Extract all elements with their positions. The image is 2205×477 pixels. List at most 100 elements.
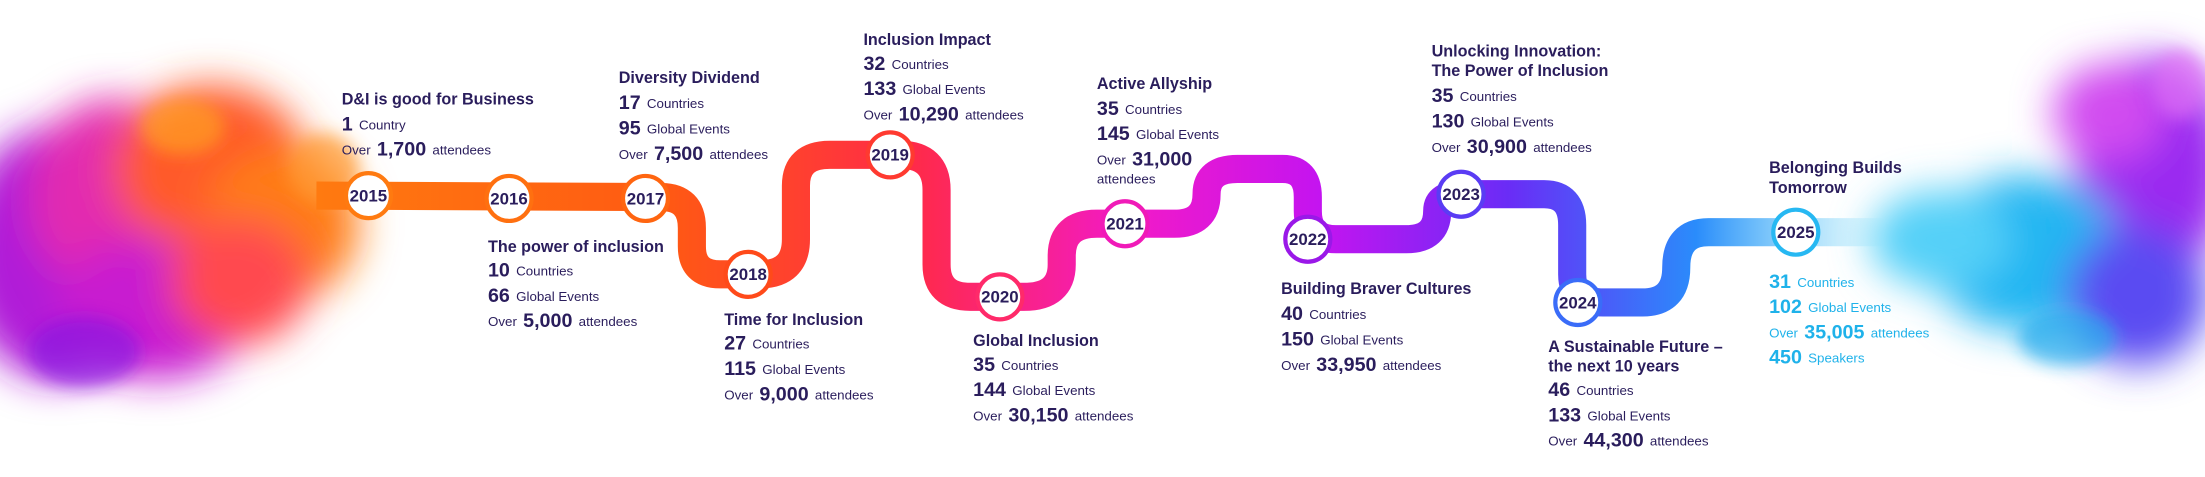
year-label: 2019: [871, 146, 909, 165]
right-smoke-detail: [2017, 49, 2205, 366]
stat-line: Over 5,000 attendees: [488, 308, 638, 333]
stat-line: Over 7,500 attendees: [619, 141, 769, 166]
stat-value: 5,000: [523, 310, 572, 332]
stat-unit: attendees: [1533, 139, 1592, 154]
stat-unit: Global Events: [1808, 300, 1891, 315]
stat-value: 40: [1281, 303, 1303, 325]
milestone-title: Global Inclusion: [973, 332, 1099, 350]
milestone: 2024 A Sustainable Future –the next 10 ye…: [1548, 277, 1723, 453]
left-smoke: [0, 84, 359, 380]
stat-line: 133 Global Events: [863, 76, 985, 101]
stat-value: 10: [488, 260, 510, 282]
stat-value: 30,150: [1008, 405, 1068, 427]
year-marker: [975, 272, 1025, 322]
stat-value: 35: [1432, 85, 1454, 107]
stat-line: 133 Global Events: [1548, 402, 1670, 427]
stat-unit: Countries: [752, 336, 809, 351]
stat-unit: Countries: [892, 56, 949, 71]
stat-value: 66: [488, 285, 510, 307]
milestone-title: A Sustainable Future –: [1548, 338, 1722, 356]
milestone-title: D&I is good for Business: [342, 90, 534, 108]
stat-value: 133: [863, 78, 896, 100]
stat-value: 102: [1769, 296, 1802, 318]
stat-value: 450: [1769, 347, 1802, 369]
stat-unit: attendees: [709, 146, 768, 161]
milestone-title: Building Braver Cultures: [1281, 280, 1471, 298]
stat-line: 144 Global Events: [973, 377, 1095, 402]
stat-value: 44,300: [1583, 430, 1643, 452]
stat-line: 145 Global Events: [1097, 121, 1219, 146]
stat-unit: Global Events: [903, 82, 986, 97]
stat-value: 27: [724, 333, 746, 355]
stat-value: 1: [342, 114, 353, 136]
stat-prefix: Over: [1281, 357, 1310, 372]
stat-line: 450 Speakers: [1769, 345, 1865, 370]
milestone-title: Tomorrow: [1769, 179, 1847, 197]
stat-line: Over 9,000 attendees: [724, 381, 874, 406]
stat-unit: Global Events: [516, 288, 599, 303]
stat-line: 32 Countries: [863, 51, 949, 76]
stat-unit: attendees: [815, 387, 874, 402]
stat-value: 130: [1432, 111, 1465, 133]
stat-value: 7,500: [654, 143, 703, 165]
year-label: 2020: [981, 288, 1019, 307]
stat-unit: Countries: [1125, 101, 1182, 116]
stat-line: 31 Countries: [1769, 269, 1855, 294]
stat-value: 133: [1548, 405, 1581, 427]
milestone: 2023 Unlocking Innovation: The Power of In…: [1432, 42, 1609, 219]
stat-line: Over 44,300 attendees: [1548, 428, 1709, 453]
stat-line: Over 1,700 attendees: [342, 137, 492, 162]
year-label: 2017: [627, 189, 665, 208]
milestone-title: The power of inclusion: [488, 238, 664, 256]
stat-line: Over 10,290 attendees: [863, 101, 1024, 126]
stat-unit: attendees: [432, 142, 491, 157]
stat-unit: Countries: [1001, 357, 1058, 372]
year-marker: [620, 173, 671, 224]
stat-prefix: Over: [488, 314, 517, 329]
stat-line: 35 Countries: [973, 352, 1059, 377]
stat-unit: attendees: [579, 314, 638, 329]
stat-prefix: Over: [973, 408, 1002, 423]
stat-line: 95 Global Events: [619, 115, 731, 140]
year-marker: [1100, 199, 1150, 249]
year-marker: [865, 130, 915, 180]
stat-unit: Speakers: [1808, 350, 1865, 365]
stat-line: 10 Countries: [488, 257, 574, 282]
stat-line: 35 Countries: [1432, 83, 1518, 108]
stat-prefix: Over: [863, 107, 892, 122]
year-label: 2015: [350, 186, 388, 205]
stat-unit: attendees: [1383, 357, 1442, 372]
year-marker: [723, 249, 773, 299]
milestone-title: The Power of Inclusion: [1432, 62, 1609, 80]
stat-unit: attendees: [965, 107, 1024, 122]
stat-line: 102 Global Events: [1769, 294, 1891, 319]
year-marker: [343, 171, 394, 221]
stat-prefix: Over: [342, 142, 371, 157]
year-label: 2018: [729, 265, 767, 284]
year-label: 2025: [1777, 223, 1815, 242]
stat-value: 31,000: [1132, 149, 1192, 171]
year-label: 2023: [1442, 185, 1480, 204]
stat-value: 115: [724, 358, 756, 380]
stat-unit: Global Events: [1587, 408, 1670, 423]
stat-value: 150: [1281, 329, 1314, 351]
stat-value: 46: [1548, 379, 1570, 401]
year-label: 2024: [1559, 293, 1597, 312]
stat-unit: Countries: [1460, 89, 1517, 104]
stat-unit: Countries: [1309, 307, 1366, 322]
stat-unit: Global Events: [647, 121, 730, 136]
stat-unit: Countries: [1797, 274, 1854, 289]
stat-value: 35: [973, 354, 995, 376]
stat-value: 35: [1097, 98, 1119, 120]
stat-line: 27 Countries: [724, 331, 810, 356]
stat-unit: attendees: [1871, 325, 1930, 340]
stat-prefix: Over: [1769, 325, 1798, 340]
year-marker: [484, 173, 534, 224]
